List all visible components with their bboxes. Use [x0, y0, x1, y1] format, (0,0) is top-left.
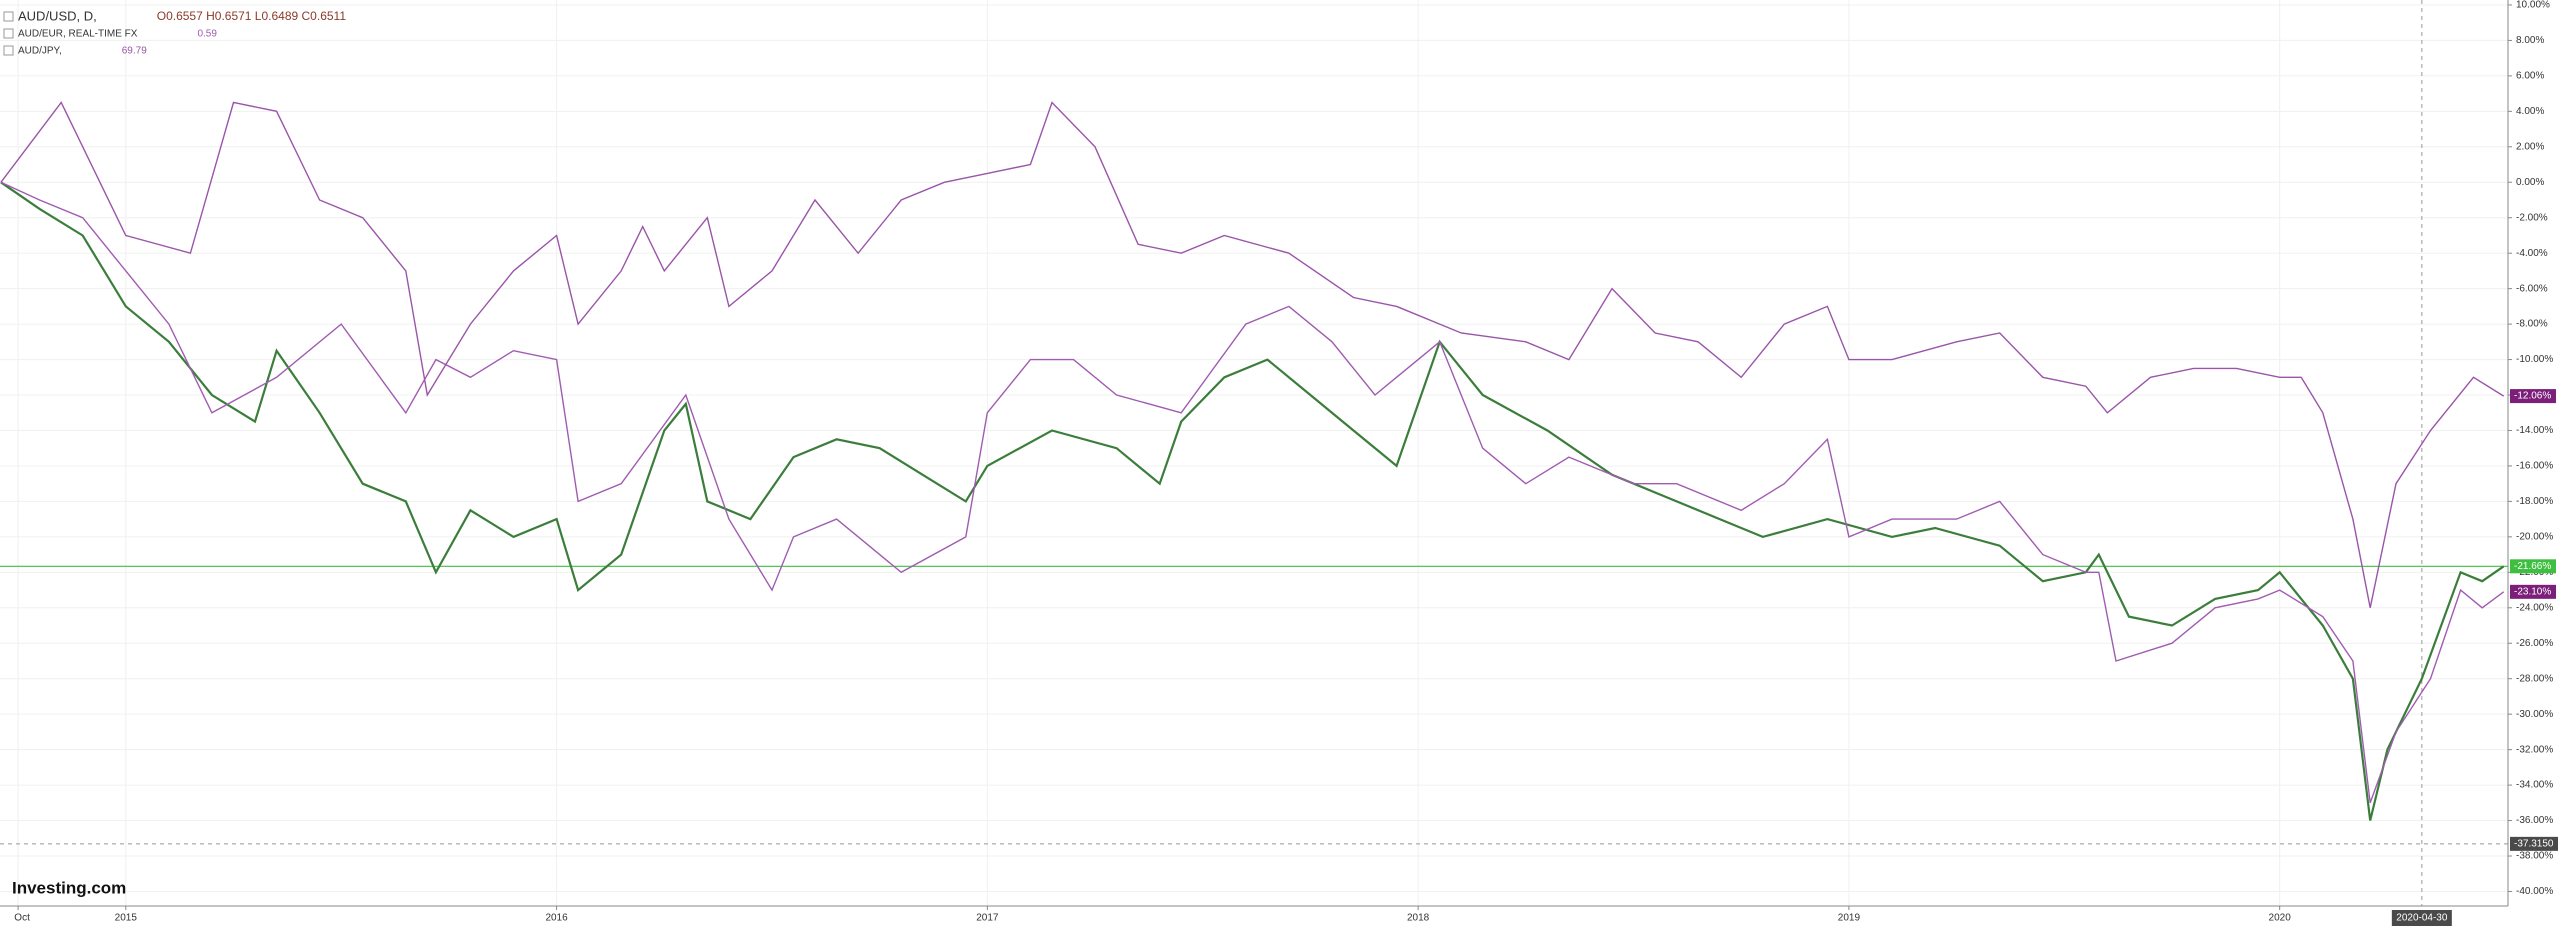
legend-quote: O0.6557 H0.6571 L0.6489 C0.6511 [157, 9, 347, 23]
y-tick-label: -40.00% [2516, 886, 2553, 897]
y-tick-label: 6.00% [2516, 71, 2544, 82]
y-tick-label: -38.00% [2516, 851, 2553, 862]
price-label: -21.66% [2514, 561, 2551, 572]
series-line [0, 101, 2505, 608]
y-tick-label: -36.00% [2516, 815, 2553, 826]
y-tick-label: -32.00% [2516, 744, 2553, 755]
x-tick-label: 2019 [1838, 913, 1861, 924]
y-tick-label: -2.00% [2516, 212, 2548, 223]
series-line [0, 181, 2505, 804]
y-tick-label: -24.00% [2516, 602, 2553, 613]
x-tick-label: 2015 [115, 913, 138, 924]
y-tick-label: -4.00% [2516, 248, 2548, 259]
last-value-box [2510, 389, 2556, 404]
price-label-box [2510, 559, 2556, 574]
y-tick-label: -26.00% [2516, 638, 2553, 649]
x-tick-label: 2018 [1407, 913, 1430, 924]
crosshair-x-box [2391, 910, 2452, 926]
y-tick-label: 0.00% [2516, 177, 2544, 188]
y-tick-label: 8.00% [2516, 35, 2544, 46]
x-tick-label: 2017 [976, 913, 999, 924]
last-value-label: -12.06% [2514, 391, 2551, 402]
y-tick-label: -6.00% [2516, 283, 2548, 294]
legend-name: AUD/EUR, REAL-TIME FX [18, 29, 138, 40]
y-tick-label: -34.00% [2516, 780, 2553, 791]
plot-area [0, 0, 2508, 906]
crosshair-y-label: -37.3150 [2514, 838, 2554, 849]
y-tick-label: 2.00% [2516, 141, 2544, 152]
y-tick-label: 10.00% [2516, 0, 2550, 11]
series-line [0, 181, 2505, 821]
y-tick-label: -20.00% [2516, 532, 2553, 543]
last-value-box [2510, 584, 2556, 599]
legend-quote: 69.79 [122, 46, 147, 57]
legend-swatch [3, 28, 14, 39]
legend-quote: 0.59 [197, 29, 217, 40]
y-tick-label: -18.00% [2516, 496, 2553, 507]
crosshair-y-box [2510, 836, 2558, 851]
y-tick-label: -10.00% [2516, 354, 2553, 365]
legend-swatch [3, 45, 14, 56]
y-tick-label: -16.00% [2516, 461, 2553, 472]
y-tick-label: -14.00% [2516, 425, 2553, 436]
legend-name: AUD/JPY, [18, 46, 62, 57]
x-tick-label: 2016 [545, 913, 568, 924]
legend: AUD/USD, D, O0.6557 H0.6571 L0.6489 C0.65… [3, 8, 347, 57]
legend-name: AUD/USD, D, [18, 8, 97, 23]
grid [0, 0, 2508, 906]
watermark: Investing.com [12, 878, 126, 897]
y-tick-label: -30.00% [2516, 709, 2553, 720]
crosshair-x-label: 2020-04-30 [2396, 913, 2448, 924]
x-tick-label: 2020 [2269, 913, 2292, 924]
y-tick-label: 4.00% [2516, 106, 2544, 117]
legend-swatch [3, 11, 14, 22]
y-tick-label: -8.00% [2516, 319, 2548, 330]
x-tick-label: Oct [14, 913, 30, 924]
last-value-label: -23.10% [2514, 586, 2551, 597]
y-tick-label: -28.00% [2516, 673, 2553, 684]
